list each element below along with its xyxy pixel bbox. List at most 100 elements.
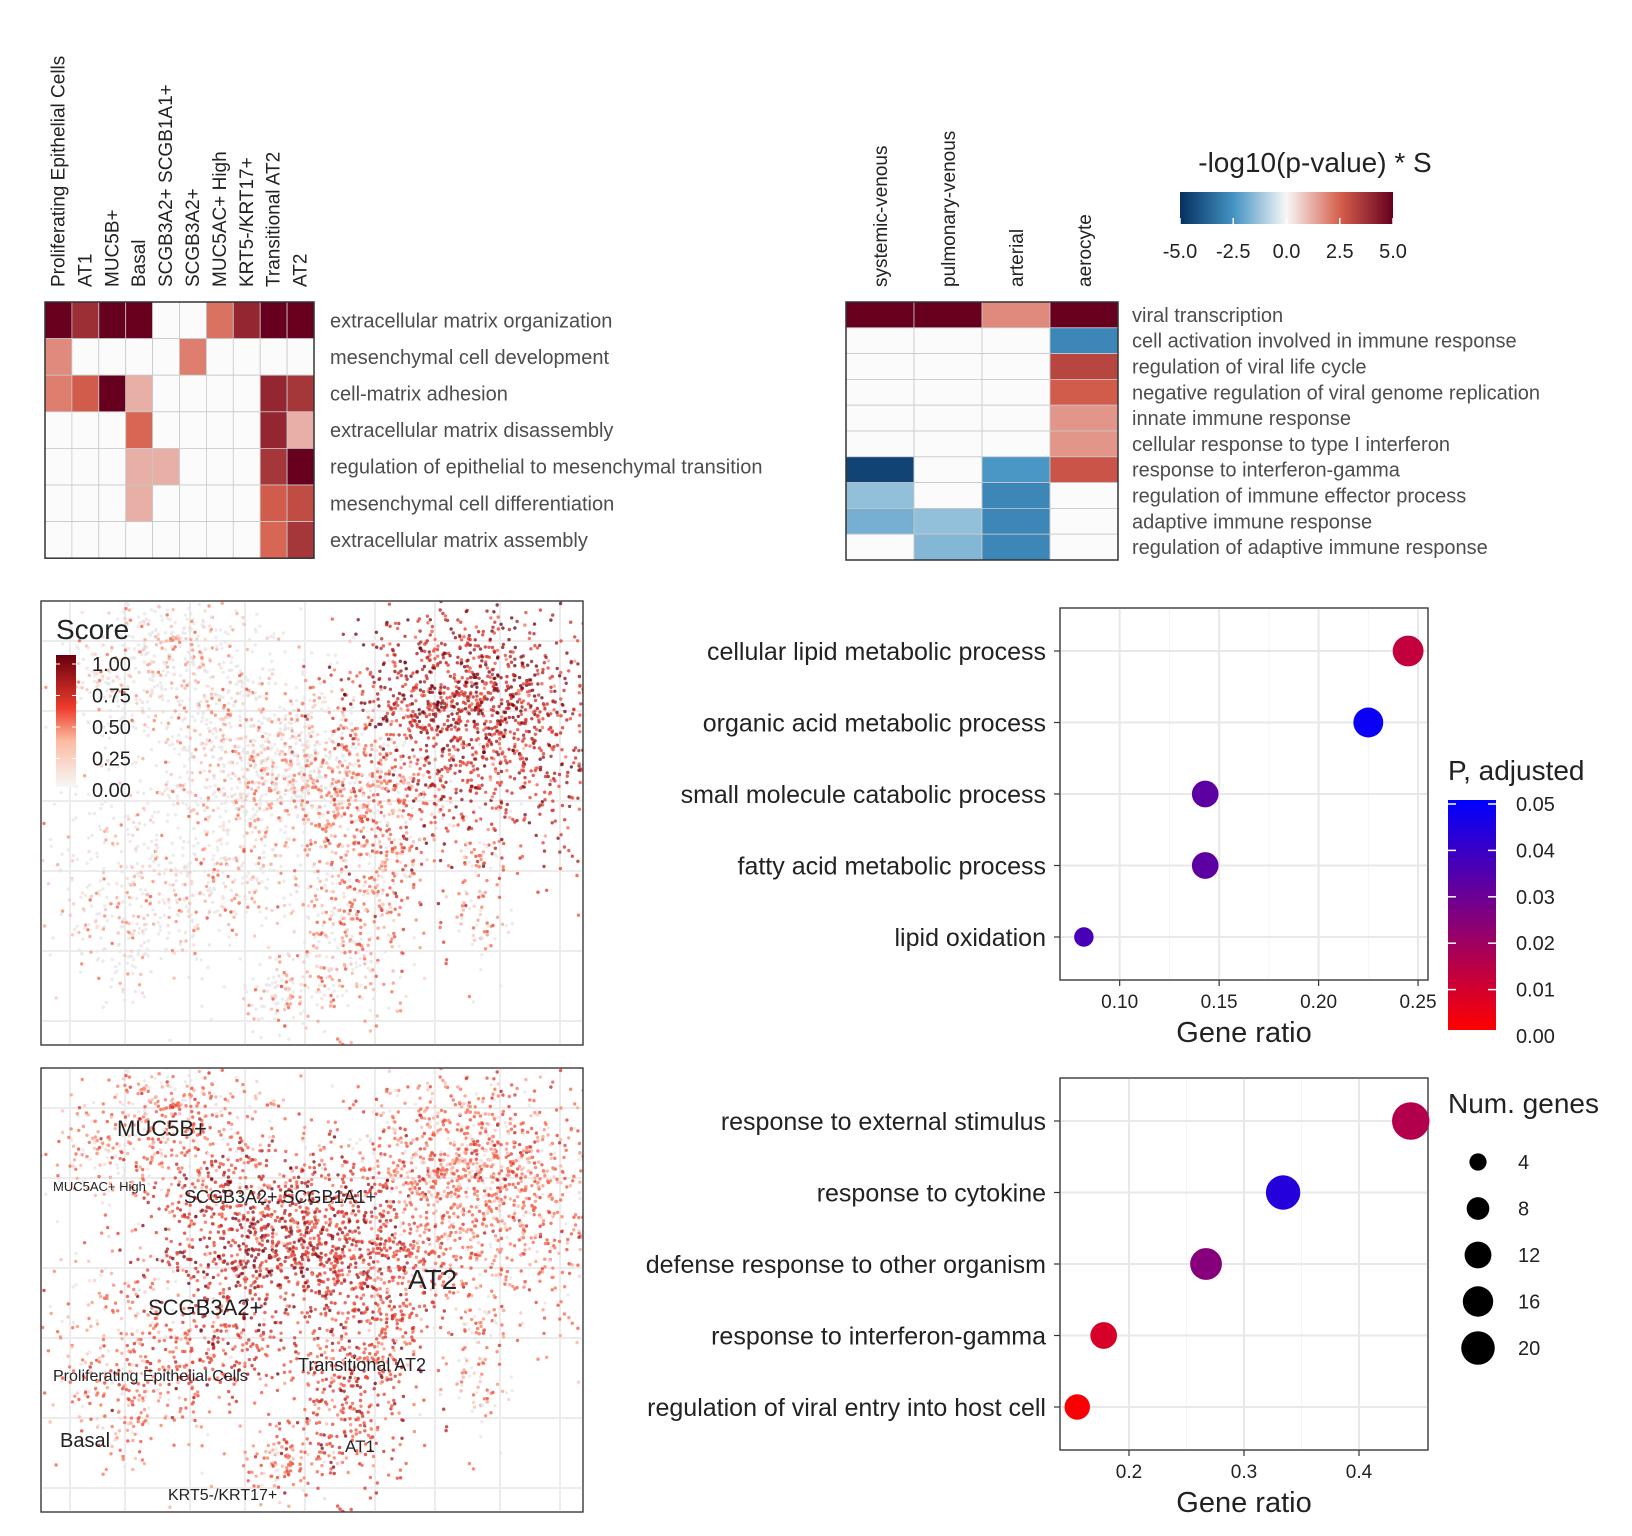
cluster-label: SCGB3A2+ SCGB1A1+ xyxy=(184,1187,376,1207)
heatmap-cell xyxy=(152,484,180,522)
num-genes-legend-title: Num. genes xyxy=(1448,1088,1599,1119)
score-legend-tick: 0.00 xyxy=(92,780,131,802)
heatmap-cell xyxy=(1049,507,1119,535)
heatmap-cell xyxy=(259,374,288,413)
cluster-label: AT1 xyxy=(345,1437,375,1456)
heatmap-cell xyxy=(286,521,315,559)
heatmap-cell xyxy=(179,447,207,486)
heatmap-cell xyxy=(259,447,288,486)
heatmap-column-label: KRT5-/KRT17+ xyxy=(237,157,258,287)
umap-score-panel: Score 1.00 0.75 0.50 0.25 0.00 xyxy=(40,600,584,1046)
heatmap-cell xyxy=(205,374,234,413)
num-genes-legend-dot xyxy=(1466,1197,1490,1220)
heatmap-cell xyxy=(913,533,983,561)
heatmap-row-label: extracellular matrix assembly xyxy=(330,530,588,552)
heatmap-row-label: extracellular matrix disassembly xyxy=(330,420,613,442)
heatmap-cell xyxy=(286,411,315,449)
heatmap-cell xyxy=(98,338,127,376)
heatmap-cell xyxy=(232,374,261,413)
x-tick-label: 0.2 xyxy=(1116,1462,1142,1483)
dot-point xyxy=(1191,852,1219,879)
heatmap-cell xyxy=(125,338,153,376)
heatmap-cell xyxy=(232,447,261,486)
dot-point xyxy=(1064,1394,1090,1420)
heatmap-cell xyxy=(205,411,234,449)
y-category-label: defense response to other organism xyxy=(646,1251,1046,1279)
cluster-label: MUC5B+ xyxy=(117,1116,207,1141)
heatmap-cell xyxy=(845,456,915,483)
dot-point xyxy=(1392,635,1424,667)
heatmap-cell xyxy=(981,430,1051,458)
heatmap-cell xyxy=(286,301,315,339)
heatmap-cell xyxy=(44,411,73,449)
heatmap-cell xyxy=(71,447,100,486)
heatmap-row-label: regulation of immune effector process xyxy=(1132,486,1466,508)
heatmap-row-label: cell activation involved in immune respo… xyxy=(1132,331,1517,353)
cluster-label: KRT5-/KRT17+ xyxy=(168,1487,277,1504)
cluster-label: Transitional AT2 xyxy=(298,1355,426,1375)
padj-legend-tick: 0.03 xyxy=(1516,887,1555,909)
padj-legend-tick: 0.04 xyxy=(1516,840,1555,862)
heatmap-cell xyxy=(98,484,127,522)
heatmap-cell xyxy=(125,484,153,522)
divergent-legend-tick: 0.0 xyxy=(1273,241,1301,263)
y-category-label: response to external stimulus xyxy=(721,1108,1046,1136)
heatmap-cell xyxy=(205,301,234,339)
dot-point xyxy=(1353,707,1384,738)
heatmap-column-label: AT1 xyxy=(75,254,96,287)
heatmap-row-label: regulation of epithelial to mesenchymal … xyxy=(330,457,762,479)
heatmap-column-label: arterial xyxy=(1007,229,1028,287)
heatmap-cell xyxy=(179,301,207,339)
heatmap-cell xyxy=(205,447,234,486)
padj-colorbar xyxy=(1448,800,1496,1030)
padj-legend-title: P, adjusted xyxy=(1448,755,1585,786)
padj-legend-tick: 0.05 xyxy=(1516,794,1555,816)
heatmap-cell xyxy=(286,374,315,413)
heatmap-cell xyxy=(232,521,261,559)
score-legend-tick: 0.25 xyxy=(92,749,131,771)
heatmap-cell xyxy=(981,378,1051,406)
heatmap-cell xyxy=(259,411,288,449)
heatmap-cell xyxy=(125,301,153,339)
heatmap-cell xyxy=(152,521,180,559)
cluster-label: SCGB3A2+ xyxy=(148,1295,262,1320)
heatmap-cell xyxy=(845,507,915,535)
heatmap-cell xyxy=(913,507,983,535)
heatmap-column-label: Transitional AT2 xyxy=(264,152,285,287)
dot-point xyxy=(1191,780,1219,808)
heatmap-cell xyxy=(259,484,288,522)
divergent-legend-tick: -5.0 xyxy=(1163,241,1197,263)
heatmap-cell xyxy=(44,301,73,339)
cluster-label: MUC5AC+ High xyxy=(53,1179,146,1194)
heatmap-row-label: mesenchymal cell development xyxy=(330,347,609,369)
heatmap-row-label: cellular response to type I interferon xyxy=(1132,434,1450,456)
heatmap-cell xyxy=(845,430,915,458)
heatmap-column-label: AT2 xyxy=(291,254,312,287)
heatmap-column-label: aerocyte xyxy=(1075,214,1096,287)
heatmap-endothelial: systemic-venous pulmonary-venous arterial a… xyxy=(845,131,1540,561)
x-tick-label: 0.3 xyxy=(1231,1462,1257,1483)
heatmap-cell xyxy=(1049,378,1119,406)
x-axis-title: Gene ratio xyxy=(1176,1017,1311,1049)
umap-labeled-panel: MUC5B+ MUC5AC+ High SCGB3A2+ SCGB1A1+ AT2 SC… xyxy=(40,1067,584,1513)
num-genes-legend-dot xyxy=(1461,1331,1495,1365)
heatmap-cell xyxy=(44,374,73,413)
heatmap-cell xyxy=(152,411,180,449)
heatmap-cell xyxy=(71,374,100,413)
score-legend-tick: 0.75 xyxy=(92,686,131,708)
y-category-label: regulation of viral entry into host cell xyxy=(647,1394,1046,1422)
heatmap-cell xyxy=(152,447,180,486)
heatmap-cell xyxy=(205,521,234,559)
y-category-label: response to interferon-gamma xyxy=(711,1323,1046,1351)
x-tick-label: 0.4 xyxy=(1346,1462,1373,1483)
y-category-label: fatty acid metabolic process xyxy=(738,853,1046,881)
score-legend-tick: 0.50 xyxy=(92,717,131,739)
heatmap-cell xyxy=(179,521,207,559)
heatmap-cell xyxy=(845,301,915,329)
num-genes-legend-tick: 4 xyxy=(1518,1152,1529,1174)
heatmap-cell xyxy=(286,447,315,486)
heatmap-cell xyxy=(1049,482,1119,509)
heatmap-cell xyxy=(71,301,100,339)
x-axis-title: Gene ratio xyxy=(1176,1487,1311,1519)
